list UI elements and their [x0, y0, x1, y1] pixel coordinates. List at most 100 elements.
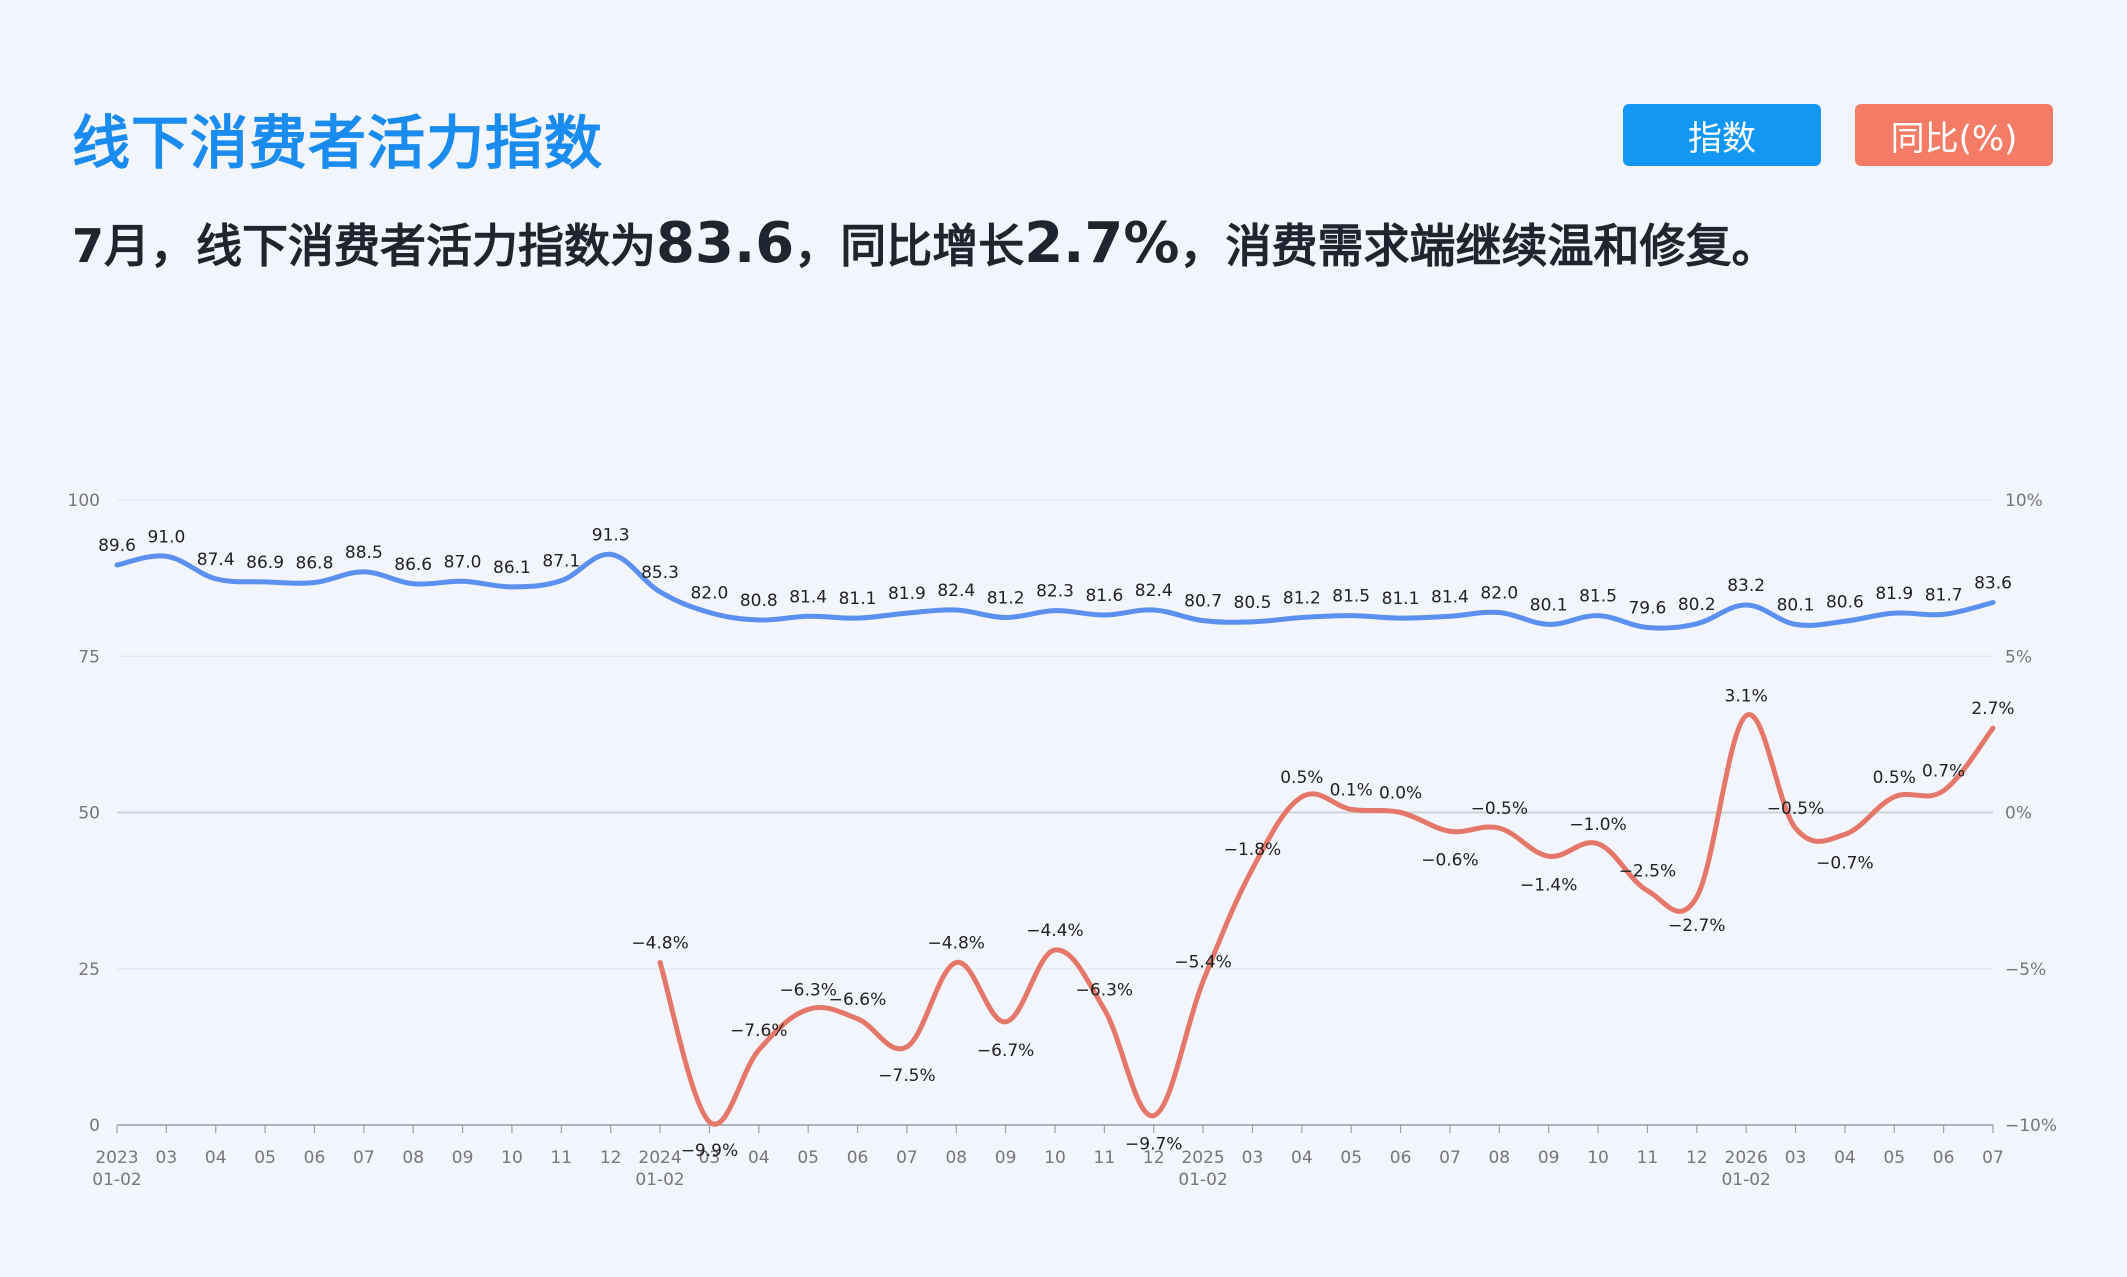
summary-text-3: ，消费需求端继续温和修复。	[1179, 219, 1778, 273]
summary-index-value: 83.6	[656, 211, 795, 276]
yoy-data-label: −1.4%	[1520, 875, 1577, 895]
x-tick-label: 2025	[1181, 1148, 1224, 1168]
index-data-label: 87.0	[444, 552, 482, 572]
x-tick-label: 11	[550, 1148, 572, 1168]
x-tick-label: 05	[1340, 1148, 1362, 1168]
index-data-label: 81.7	[1925, 585, 1963, 605]
x-tick-label: 04	[1834, 1148, 1856, 1168]
yoy-data-label: −7.5%	[878, 1066, 935, 1086]
index-data-label: 79.6	[1628, 599, 1666, 619]
index-data-label: 82.0	[1480, 584, 1518, 604]
yoy-data-label: 0.1%	[1330, 780, 1373, 800]
index-data-label: 91.3	[592, 525, 630, 545]
x-tick-label: 07	[353, 1148, 375, 1168]
y-right-tick-label: 5%	[2005, 647, 2032, 667]
x-tick-label: 01-02	[92, 1170, 141, 1190]
yoy-series-line	[657, 712, 1996, 1127]
index-data-label: 80.1	[1777, 595, 1815, 615]
x-tick-label: 06	[1933, 1148, 1955, 1168]
x-tick-label: 03	[1785, 1148, 1807, 1168]
yoy-data-label: −6.7%	[977, 1041, 1034, 1061]
x-tick-label: 06	[847, 1148, 869, 1168]
y-left-tick-label: 0	[89, 1116, 100, 1136]
index-data-label: 80.5	[1234, 593, 1272, 613]
index-data-label: 81.9	[1875, 584, 1913, 604]
index-data-label: 87.1	[542, 552, 580, 572]
yoy-data-label: −1.0%	[1569, 815, 1626, 835]
x-tick-label: 05	[254, 1148, 276, 1168]
x-tick-label: 01-02	[1178, 1170, 1227, 1190]
yoy-data-label: −4.8%	[928, 934, 985, 954]
index-data-label: 80.2	[1678, 595, 1716, 615]
summary-yoy-value: 2.7%	[1024, 211, 1180, 276]
yoy-data-label: −2.7%	[1668, 916, 1725, 936]
index-data-label: 82.4	[1135, 581, 1173, 601]
y-left-tick-label: 25	[78, 960, 100, 980]
x-tick-label: 07	[1982, 1148, 2004, 1168]
index-series-line	[114, 551, 1996, 631]
x-tick-label: 10	[501, 1148, 523, 1168]
index-data-label: 83.2	[1727, 576, 1765, 596]
x-tick-label: 03	[156, 1148, 178, 1168]
index-data-label: 81.5	[1579, 587, 1617, 607]
x-tick-label: 10	[1044, 1148, 1066, 1168]
index-data-label: 81.4	[1431, 587, 1469, 607]
x-tick-label: 03	[1242, 1148, 1264, 1168]
yoy-data-label: −0.7%	[1816, 853, 1873, 873]
x-tick-label: 12	[1686, 1148, 1708, 1168]
chart-summary: 7月，线下消费者活力指数为83.6，同比增长2.7%，消费需求端继续温和修复。	[72, 210, 1778, 276]
index-toggle-button[interactable]: 指数	[1623, 104, 1821, 166]
x-tick-label: 04	[1291, 1148, 1313, 1168]
yoy-data-label: −1.8%	[1224, 840, 1281, 860]
index-data-label: 86.9	[246, 553, 284, 573]
yoy-data-label: −7.6%	[730, 1021, 787, 1041]
x-tick-label: 05	[797, 1148, 819, 1168]
y-right-tick-label: −10%	[2005, 1116, 2057, 1136]
yoy-data-label: 0.7%	[1922, 762, 1965, 782]
x-tick-label: 12	[1143, 1148, 1165, 1168]
index-data-label: 81.1	[839, 589, 877, 609]
index-data-label: 81.1	[1382, 589, 1420, 609]
index-data-label: 89.6	[98, 536, 136, 556]
yoy-data-label: −9.7%	[1125, 1135, 1182, 1155]
x-tick-label: 11	[1094, 1148, 1116, 1168]
x-tick-label: 11	[1637, 1148, 1659, 1168]
x-tick-label: 04	[748, 1148, 770, 1168]
index-data-label: 80.7	[1184, 592, 1222, 612]
x-tick-label: 07	[896, 1148, 918, 1168]
summary-text-2: ，同比增长	[794, 219, 1025, 273]
yoy-data-label: 0.5%	[1873, 768, 1916, 788]
y-left-tick-label: 100	[68, 491, 100, 511]
index-data-label: 80.8	[740, 591, 778, 611]
x-tick-label: 10	[1587, 1148, 1609, 1168]
x-tick-label: 2023	[95, 1148, 138, 1168]
x-tick-label: 2024	[638, 1148, 681, 1168]
index-data-label: 86.1	[493, 558, 531, 578]
yoy-data-label: −9.9%	[681, 1141, 738, 1161]
index-data-label: 81.5	[1332, 587, 1370, 607]
index-data-label: 85.3	[641, 563, 679, 583]
index-data-label: 86.6	[394, 555, 432, 575]
x-tick-label: 06	[304, 1148, 326, 1168]
yoy-data-label: −5.4%	[1174, 952, 1231, 972]
x-tick-label: 04	[205, 1148, 227, 1168]
index-data-label: 81.4	[789, 587, 827, 607]
yoy-toggle-button[interactable]: 同比(%)	[1855, 104, 2053, 166]
yoy-data-label: −4.4%	[1026, 921, 1083, 941]
yoy-data-label: −2.5%	[1619, 862, 1676, 882]
index-data-label: 81.2	[1283, 589, 1321, 609]
x-tick-label: 01-02	[635, 1170, 684, 1190]
chart-title: 线下消费者活力指数	[72, 109, 604, 177]
yoy-data-label: 2.7%	[1971, 699, 2014, 719]
x-tick-label: 09	[452, 1148, 474, 1168]
x-tick-label: 08	[1488, 1148, 1510, 1168]
yoy-data-label: −4.8%	[631, 934, 688, 954]
x-tick-label: 01-02	[1721, 1170, 1770, 1190]
index-data-label: 82.4	[937, 581, 975, 601]
index-data-label: 83.6	[1974, 574, 2012, 594]
index-data-label: 86.8	[296, 554, 334, 574]
x-tick-label: 09	[995, 1148, 1017, 1168]
index-data-label: 87.4	[197, 550, 235, 570]
yoy-data-label: 0.5%	[1280, 768, 1323, 788]
